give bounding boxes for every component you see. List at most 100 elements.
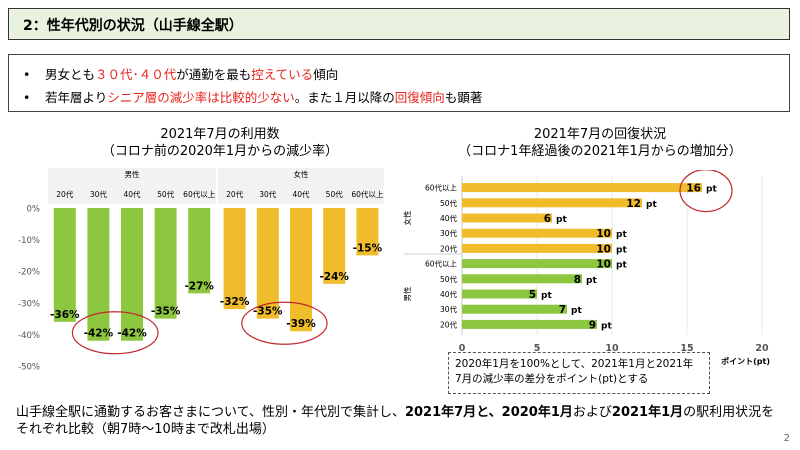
data-label: -15% [353, 242, 383, 254]
right-chart-title-line1: 2021年7月の回復状況 [533, 127, 667, 142]
group-header-band [48, 168, 216, 204]
category-label: 20代 [226, 189, 244, 199]
bar [462, 274, 582, 284]
highlight-ellipse [71, 311, 159, 355]
bar [462, 319, 597, 329]
data-label: -32% [220, 296, 250, 308]
page-number: 2 [783, 433, 790, 444]
page-title: 2：性年代別の状況（山手線全駅） [23, 18, 243, 34]
data-unit-label: pt [616, 245, 627, 255]
x-tick-label: 15 [680, 343, 693, 354]
bar [223, 208, 246, 310]
category-label: 60代以上 [183, 189, 216, 199]
data-label: -42% [84, 328, 114, 340]
bullet-1-text: 男女とも３０代･４０代が通勤を最も控えている傾向 [45, 67, 339, 82]
bar [256, 208, 279, 319]
data-unit-label: pt [556, 215, 567, 225]
bullet-1: • 男女とも３０代･４０代が通勤を最も控えている傾向 [23, 67, 339, 82]
category-label: 20代 [440, 243, 458, 253]
y-tick-label: -30% [18, 299, 40, 309]
summary-bullets: • 男女とも３０代･４０代が通勤を最も控えている傾向 • 若年層よりシニア層の減少率… [8, 54, 790, 112]
bar [121, 208, 143, 341]
category-label: 30代 [440, 228, 458, 238]
data-label: 10 [596, 228, 611, 240]
bar [323, 208, 346, 284]
category-label: 40代 [123, 189, 141, 199]
x-tick-label: 10 [605, 343, 619, 354]
y-tick-label: -20% [18, 268, 40, 278]
group-label: 男性 [125, 169, 140, 179]
x-axis-label: ポイント(pt) [721, 356, 770, 366]
group-label: 女性 [402, 210, 412, 225]
category-label: 50代 [326, 189, 344, 199]
chart-note-line2: 7月の減少率の差分をポイント(pt)とする [455, 373, 649, 385]
category-label: 20代 [56, 189, 74, 199]
left-chart-title: 2021年7月の利用数 （コロナ前の2020年1月からの減少率） [40, 126, 400, 160]
category-label: 50代 [157, 189, 175, 199]
bar [462, 183, 702, 193]
bar [462, 228, 612, 238]
footer-text: 山手線全駅に通勤するお客さまについて、性別・年代別で集計し、2021年7月と、2… [16, 405, 775, 437]
bar [462, 198, 642, 208]
category-label: 50代 [440, 274, 458, 284]
data-label: 6 [544, 213, 551, 225]
data-label: -36% [50, 309, 80, 321]
data-unit-label: pt [646, 200, 657, 210]
data-label: 7 [559, 304, 566, 316]
data-label: 12 [626, 198, 641, 210]
bar [188, 208, 211, 294]
data-label: 10 [596, 259, 611, 271]
category-label: 60代以上 [351, 189, 384, 199]
data-unit-label: pt [601, 321, 612, 331]
data-label: 8 [574, 274, 581, 286]
data-label: -39% [286, 318, 316, 330]
y-tick-label: -40% [18, 331, 40, 341]
data-label: -42% [117, 328, 147, 340]
data-label: -24% [319, 271, 349, 283]
bar [154, 208, 177, 319]
category-label: 60代以上 [425, 259, 458, 269]
bar [462, 213, 552, 223]
category-label: 20代 [440, 319, 458, 329]
data-unit-label: pt [706, 185, 717, 195]
category-label: 60代以上 [425, 183, 458, 193]
right-chart-title-line2: （コロナ1年経過後の2021年1月からの増加分） [458, 144, 742, 159]
group-label: 女性 [294, 169, 309, 179]
title-banner: 2：性年代別の状況（山手線全駅） [8, 8, 790, 40]
left-chart-title-line1: 2021年7月の利用数 [160, 127, 280, 142]
data-unit-label: pt [571, 306, 582, 316]
data-label: 10 [596, 243, 611, 255]
category-label: 40代 [292, 189, 310, 199]
y-tick-label: -10% [18, 236, 40, 246]
x-tick-label: 0 [459, 343, 466, 354]
data-label: 9 [589, 319, 596, 331]
data-unit-label: pt [541, 291, 552, 301]
data-label: 16 [686, 183, 701, 195]
bullet-2: • 若年層よりシニア層の減少率は比較的少ない。また１月以降の回復傾向も顕著 [23, 90, 483, 105]
bar [462, 243, 612, 253]
highlight-ellipse [679, 170, 733, 213]
bar [462, 304, 567, 314]
bullet-2-text: 若年層よりシニア層の減少率は比較的少ない。また１月以降の回復傾向も顕著 [45, 90, 483, 105]
group-label: 男性 [402, 286, 412, 301]
data-label: 5 [529, 289, 536, 301]
category-label: 50代 [440, 198, 458, 208]
category-label: 40代 [440, 213, 458, 223]
bar [462, 289, 537, 299]
x-tick-label: 20 [755, 343, 769, 354]
data-label: -27% [184, 280, 214, 292]
category-label: 40代 [440, 289, 458, 299]
right-chart-title: 2021年7月の回復状況 （コロナ1年経過後の2021年1月からの増加分） [420, 126, 780, 160]
category-label: 30代 [90, 189, 108, 199]
left-chart-title-line2: （コロナ前の2020年1月からの減少率） [101, 144, 339, 159]
chart-note: 2020年1月を100%として、2021年1月と2021年 7月の減少率の差分を… [448, 352, 710, 394]
data-unit-label: pt [616, 230, 627, 240]
highlight-ellipse [241, 301, 328, 345]
chart-note-line1: 2020年1月を100%として、2021年1月と2021年 [455, 358, 694, 370]
bar [53, 208, 76, 322]
bar [87, 208, 110, 341]
data-unit-label: pt [586, 276, 597, 286]
group-header-band [218, 168, 384, 204]
right-chart: 0 5 10 15 20 ポイント(pt) 女性 60代以上 16 pt 50代 12 pt 40代 6 pt… [402, 170, 770, 366]
bar [290, 208, 312, 332]
